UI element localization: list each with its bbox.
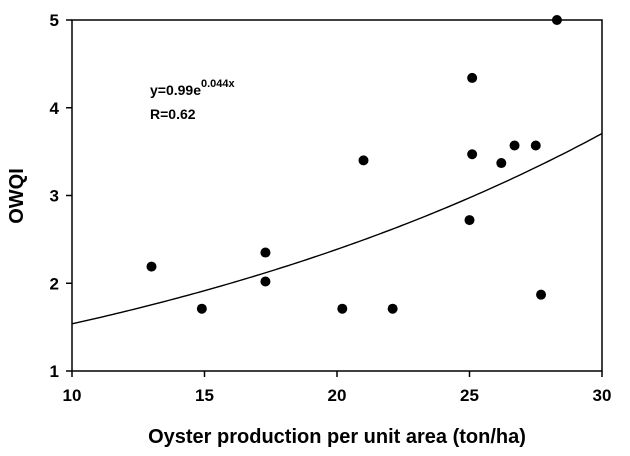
data-point (260, 276, 271, 287)
axes (66, 19, 603, 377)
x-axis-title: Oyster production per unit area (ton/ha) (148, 426, 526, 448)
data-point (467, 72, 478, 83)
y-tick-labels: 1 2 3 4 5 (50, 11, 60, 381)
x-tick-label: 15 (195, 386, 214, 405)
equation-annotation: y=0.99e0.044x (150, 78, 236, 98)
data-point (551, 15, 562, 25)
x-tick-label: 25 (460, 386, 479, 405)
data-point (358, 155, 369, 166)
equation-base: y=0.99e (150, 82, 201, 98)
data-point (337, 303, 348, 314)
x-tick-label: 10 (63, 386, 82, 405)
y-tick-label: 3 (50, 187, 59, 206)
data-point (260, 247, 271, 258)
data-point (196, 303, 207, 314)
data-point (530, 140, 541, 151)
y-tick-label: 1 (50, 362, 59, 381)
x-tick-label: 20 (328, 386, 347, 405)
y-axis-title: OWQI (6, 168, 28, 224)
data-point (464, 215, 475, 226)
data-point (387, 303, 398, 314)
data-point (509, 140, 520, 151)
x-tick-labels: 10 15 20 25 30 (63, 386, 612, 405)
data-point (467, 149, 478, 160)
fit-curve (71, 132, 603, 325)
data-point (536, 289, 547, 300)
data-point (496, 158, 507, 169)
y-tick-label: 5 (50, 11, 59, 30)
equation-exponent: 0.044x (201, 78, 236, 90)
data-point (146, 261, 157, 272)
x-tick-label: 30 (593, 386, 612, 405)
r-annotation: R=0.62 (150, 106, 196, 122)
y-tick-label: 2 (50, 274, 59, 293)
plot-frame (71, 19, 603, 372)
y-tick-label: 4 (50, 99, 60, 118)
data-points (146, 15, 562, 314)
